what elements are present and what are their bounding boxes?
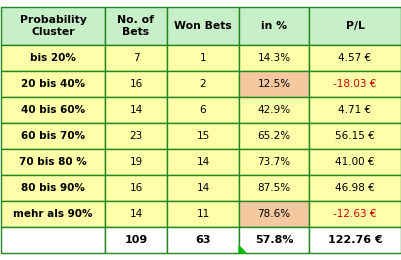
Bar bbox=[105, 71, 166, 97]
Text: 6: 6 bbox=[199, 105, 206, 115]
Text: 80 bis 90%: 80 bis 90% bbox=[21, 183, 85, 193]
Bar bbox=[239, 71, 308, 97]
Text: in %: in % bbox=[260, 21, 286, 31]
Bar bbox=[166, 227, 239, 253]
Bar bbox=[1, 45, 105, 71]
Bar bbox=[239, 97, 308, 123]
Text: 14: 14 bbox=[196, 183, 209, 193]
Text: 2: 2 bbox=[199, 79, 206, 89]
Bar bbox=[308, 201, 400, 227]
Bar bbox=[1, 123, 105, 149]
Text: 16: 16 bbox=[129, 79, 142, 89]
Text: 70 bis 80 %: 70 bis 80 % bbox=[19, 157, 87, 167]
Text: 109: 109 bbox=[124, 235, 147, 245]
Bar bbox=[166, 201, 239, 227]
Text: 14: 14 bbox=[129, 105, 142, 115]
Bar bbox=[308, 123, 400, 149]
Text: mehr als 90%: mehr als 90% bbox=[13, 209, 93, 219]
Bar bbox=[1, 149, 105, 175]
Bar bbox=[105, 149, 166, 175]
Bar bbox=[105, 97, 166, 123]
Bar bbox=[239, 149, 308, 175]
Bar bbox=[1, 201, 105, 227]
Bar bbox=[166, 123, 239, 149]
Bar bbox=[239, 227, 308, 253]
Bar bbox=[105, 201, 166, 227]
Bar bbox=[239, 175, 308, 201]
Text: P/L: P/L bbox=[345, 21, 364, 31]
Bar bbox=[166, 45, 239, 71]
Text: 4.71 €: 4.71 € bbox=[338, 105, 371, 115]
Text: -18.03 €: -18.03 € bbox=[332, 79, 376, 89]
Text: 11: 11 bbox=[196, 209, 209, 219]
Text: 1: 1 bbox=[199, 53, 206, 63]
Bar bbox=[105, 7, 166, 45]
Bar bbox=[308, 71, 400, 97]
Bar bbox=[105, 227, 166, 253]
Text: 65.2%: 65.2% bbox=[257, 131, 290, 141]
Bar bbox=[166, 175, 239, 201]
Text: 15: 15 bbox=[196, 131, 209, 141]
Bar bbox=[105, 175, 166, 201]
Text: -12.63 €: -12.63 € bbox=[332, 209, 376, 219]
Bar bbox=[1, 97, 105, 123]
Text: 57.8%: 57.8% bbox=[254, 235, 292, 245]
Text: 14: 14 bbox=[129, 209, 142, 219]
Bar bbox=[308, 175, 400, 201]
Bar bbox=[308, 7, 400, 45]
Bar bbox=[308, 149, 400, 175]
Bar bbox=[166, 71, 239, 97]
Polygon shape bbox=[239, 246, 245, 253]
Text: 19: 19 bbox=[129, 157, 142, 167]
Text: 14: 14 bbox=[196, 157, 209, 167]
Text: bis 20%: bis 20% bbox=[30, 53, 76, 63]
Text: No. of
Bets: No. of Bets bbox=[117, 15, 154, 37]
Bar bbox=[239, 123, 308, 149]
Text: 23: 23 bbox=[129, 131, 142, 141]
Text: 7: 7 bbox=[132, 53, 139, 63]
Bar bbox=[308, 45, 400, 71]
Text: 87.5%: 87.5% bbox=[257, 183, 290, 193]
Bar bbox=[239, 201, 308, 227]
Bar bbox=[308, 227, 400, 253]
Text: 42.9%: 42.9% bbox=[257, 105, 290, 115]
Bar bbox=[1, 7, 105, 45]
Bar bbox=[1, 71, 105, 97]
Text: 73.7%: 73.7% bbox=[257, 157, 290, 167]
Text: 41.00 €: 41.00 € bbox=[334, 157, 374, 167]
Bar bbox=[239, 7, 308, 45]
Bar bbox=[105, 45, 166, 71]
Text: 122.76 €: 122.76 € bbox=[327, 235, 381, 245]
Bar bbox=[105, 123, 166, 149]
Text: 12.5%: 12.5% bbox=[257, 79, 290, 89]
Bar bbox=[308, 97, 400, 123]
Text: 46.98 €: 46.98 € bbox=[334, 183, 374, 193]
Bar bbox=[166, 97, 239, 123]
Text: 4.57 €: 4.57 € bbox=[338, 53, 371, 63]
Bar bbox=[1, 175, 105, 201]
Text: 20 bis 40%: 20 bis 40% bbox=[21, 79, 85, 89]
Text: 78.6%: 78.6% bbox=[257, 209, 290, 219]
Bar bbox=[166, 149, 239, 175]
Text: 16: 16 bbox=[129, 183, 142, 193]
Text: Won Bets: Won Bets bbox=[174, 21, 231, 31]
Text: 40 bis 60%: 40 bis 60% bbox=[21, 105, 85, 115]
Bar bbox=[1, 227, 105, 253]
Text: Probability
Cluster: Probability Cluster bbox=[20, 15, 86, 37]
Text: 60 bis 70%: 60 bis 70% bbox=[21, 131, 85, 141]
Text: 14.3%: 14.3% bbox=[257, 53, 290, 63]
Bar bbox=[239, 45, 308, 71]
Text: 56.15 €: 56.15 € bbox=[334, 131, 374, 141]
Bar bbox=[166, 7, 239, 45]
Text: 63: 63 bbox=[195, 235, 210, 245]
